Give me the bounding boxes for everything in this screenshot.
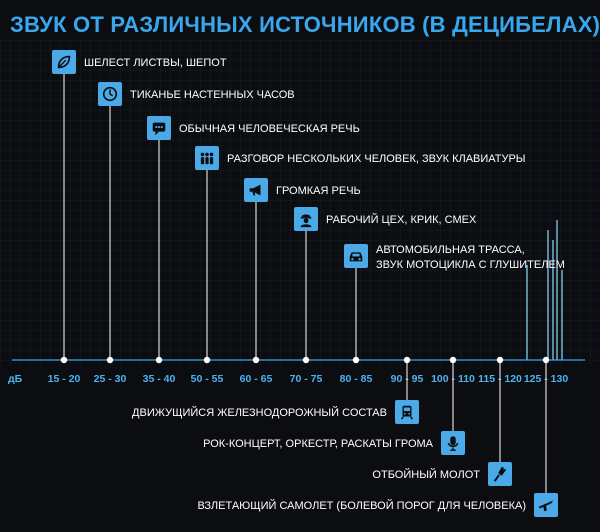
tick-label: 25 - 30 bbox=[94, 373, 127, 385]
tick-label: 50 - 55 bbox=[191, 373, 224, 385]
tick-label: 60 - 65 bbox=[240, 373, 273, 385]
airplane-icon bbox=[534, 493, 558, 517]
worker-icon bbox=[294, 207, 318, 231]
source-label: РАБОЧИЙ ЦЕХ, КРИК, СМЕХ bbox=[326, 213, 477, 226]
x-axis-unit: дБ bbox=[8, 373, 23, 385]
grid bbox=[0, 40, 600, 365]
train-icon bbox=[395, 400, 419, 424]
tick-label: 70 - 75 bbox=[290, 373, 323, 385]
car-icon bbox=[344, 244, 368, 268]
source-label: ЗВУК МОТОЦИКЛА С ГЛУШИТЕЛЕМ bbox=[376, 259, 565, 271]
chart-title: ЗВУК ОТ РАЗЛИЧНЫХ ИСТОЧНИКОВ (В ДЕЦИБЕЛА… bbox=[10, 12, 600, 37]
tick-label: 15 - 20 bbox=[48, 373, 81, 385]
clock-icon bbox=[98, 82, 122, 106]
source-label: РАЗГОВОР НЕСКОЛЬКИХ ЧЕЛОВЕК, ЗВУК КЛАВИА… bbox=[227, 153, 526, 165]
tick-label: 35 - 40 bbox=[143, 373, 176, 385]
megaphone-icon bbox=[244, 178, 268, 202]
people-icon bbox=[195, 146, 219, 170]
source-label: ГРОМКАЯ РЕЧЬ bbox=[276, 185, 361, 197]
source-label: ВЗЛЕТАЮЩИЙ САМОЛЕТ (БОЛЕВОЙ ПОРОГ ДЛЯ ЧЕ… bbox=[197, 499, 526, 512]
jackhammer-icon bbox=[488, 462, 512, 486]
speech-bubble-icon bbox=[147, 116, 171, 140]
source-label: РОК-КОНЦЕРТ, ОРКЕСТР, РАСКАТЫ ГРОМА bbox=[203, 438, 434, 450]
sound-sources: ШЕЛЕСТ ЛИСТВЫ, ШЕПОТ ТИКАНЬЕ НАСТЕННЫХ ЧА… bbox=[52, 50, 565, 517]
source-label: ШЕЛЕСТ ЛИСТВЫ, ШЕПОТ bbox=[84, 57, 227, 69]
leaf-icon bbox=[52, 50, 76, 74]
source-label: ОБЫЧНАЯ ЧЕЛОВЕЧЕСКАЯ РЕЧЬ bbox=[179, 123, 360, 135]
tick-label: 80 - 85 bbox=[340, 373, 373, 385]
x-axis-ticks: 15 - 20 25 - 30 35 - 40 50 - 55 60 - 65 70 - … bbox=[48, 356, 568, 385]
source-label: ДВИЖУЩИЙСЯ ЖЕЛЕЗНОДОРОЖНЫЙ СОСТАВ bbox=[132, 406, 387, 419]
source-label: ТИКАНЬЕ НАСТЕННЫХ ЧАСОВ bbox=[130, 89, 295, 101]
microphone-icon bbox=[441, 431, 465, 455]
sound-wave bbox=[11, 220, 586, 360]
source-label: АВТОМОБИЛЬНАЯ ТРАССА, bbox=[376, 244, 525, 256]
source-label: ОТБОЙНЫЙ МОЛОТ bbox=[372, 468, 480, 481]
